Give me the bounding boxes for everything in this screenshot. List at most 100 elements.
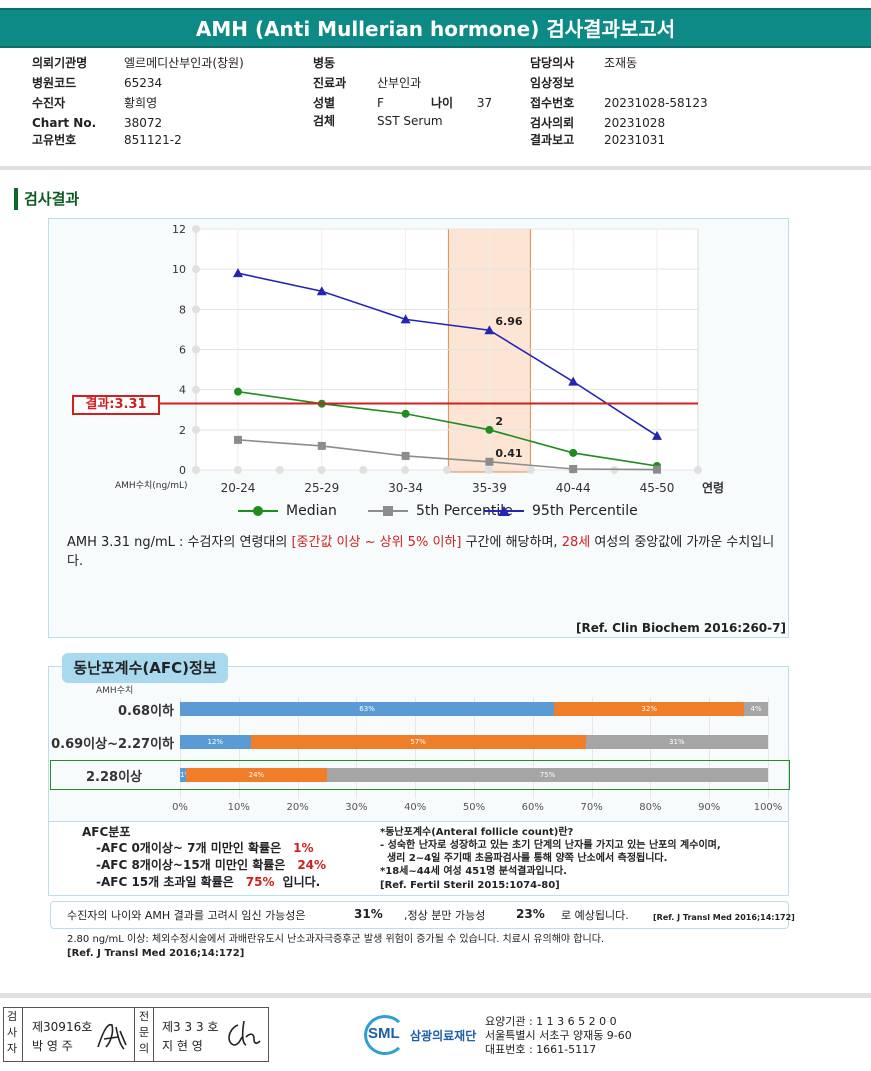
legend-item: 95th Percentile [484, 502, 638, 520]
age-label: 나이 [431, 96, 454, 110]
info-key: Chart No. [32, 116, 97, 130]
inspector-label-cell: 검사자 [3, 1007, 23, 1062]
afc-row-label: 0.68이하 [118, 704, 174, 719]
info-value: F [377, 96, 384, 110]
median-point [485, 425, 494, 434]
result-line-label: 결과:3.31 [72, 395, 160, 415]
info-key: 병동 [313, 56, 336, 70]
info-key: 수진자 [32, 96, 66, 110]
info-key: 검사의뢰 [530, 116, 575, 130]
afc-note-title: *동난포계수(Anteral follicle count)란? [380, 827, 574, 838]
desc-mid: 구간에 해당하며, [461, 535, 562, 550]
afc-tick-label: 100% [753, 802, 783, 813]
info-row: 검체 SST Serum [313, 114, 443, 129]
afc-dist-value: 1% [293, 841, 314, 855]
y-grid-dot [192, 345, 200, 354]
pregnancy-reference: [Ref. J Transl Med 2016;14:172] [653, 913, 795, 922]
x-grid-dot [317, 466, 326, 474]
data-label: 6.96 [495, 315, 522, 328]
p5-point [401, 451, 410, 460]
p5-point [485, 457, 494, 466]
x-grid-dot [359, 466, 368, 474]
info-value: 조재동 [604, 56, 638, 70]
pregnancy-panel [50, 901, 789, 929]
info-row: 의뢰기관명 엘르메디산부인과(창원) [32, 56, 244, 71]
afc-dist-panel [48, 822, 789, 896]
afc-dist-end: 입니다. [282, 875, 321, 889]
y-tick-label: 0 [179, 464, 186, 477]
specialist-name: 지 현 영 [162, 1039, 203, 1053]
afc-bar-segment: 75% [326, 768, 768, 782]
p5-point [653, 465, 661, 474]
x-grid-dot [484, 466, 493, 474]
x-grid-dot [233, 466, 242, 474]
org-address: 서울특별시 서초구 양재동 9-60 [485, 1029, 632, 1042]
x-tick-label: 40-44 [556, 481, 591, 495]
afc-tick-label: 50% [462, 802, 486, 813]
afc-tick-label: 40% [404, 802, 427, 813]
inspector-signature [97, 1023, 127, 1050]
info-row: 검사의뢰 20231028 [530, 116, 665, 131]
age-value: 37 [476, 96, 493, 110]
x-grid-dot [192, 466, 200, 474]
afc-tick-label: 70% [580, 802, 603, 813]
info-value: 20231028 [604, 116, 666, 130]
y-grid-dot [192, 265, 200, 274]
info-row: Chart No. 38072 [32, 116, 162, 131]
afc-tick-label: 80% [639, 802, 662, 813]
specialist-label: 전문의 [139, 1010, 150, 1055]
afc-note-line: *18세~44세 여성 451명 분석결과입니다. [380, 866, 567, 877]
info-row: 수진자 황희영 [32, 96, 157, 111]
info-row: 진료과 산부인과 [313, 76, 421, 91]
p5-point [317, 441, 326, 450]
series-line-5th-percentile [237, 439, 658, 471]
x-axis-label: 연령 [702, 480, 724, 495]
y-grid-dot [192, 385, 200, 394]
info-value: 황희영 [124, 96, 158, 110]
info-key: 담당의사 [530, 56, 575, 70]
median-point [401, 409, 410, 418]
logo-text: SML [368, 1025, 400, 1042]
inspector-number: 제30916호 [32, 1020, 93, 1034]
info-row: 병원코드 65234 [32, 76, 162, 91]
y-grid-dot [192, 305, 200, 314]
info-key: 성별 [313, 96, 336, 110]
afc-dist-text: -AFC 0개이상~ 7개 미만인 확률은 [96, 841, 282, 855]
afc-tick-label: 20% [286, 802, 309, 813]
afc-tick-label: 60% [521, 802, 544, 813]
logo-arc-icon [364, 1015, 406, 1055]
afc-bar-segment: 63% [180, 702, 555, 716]
info-row: 성별 F [313, 96, 384, 111]
report-title-bar: AMH (Anti Mullerian hormone) 검사결과보고서 [0, 8, 871, 48]
p95-point [568, 376, 579, 386]
afc-grid-line [768, 697, 769, 799]
legend-label: 5th Percentile [416, 503, 513, 519]
info-row: 담당의사 조재동 [530, 56, 637, 71]
amh-line-chart: 0 2 4 6 8 10 12 20-24 25-29 30-34 35-39 40-44 45-50 연… [115, 223, 724, 495]
x-tick-label: 45-50 [640, 481, 675, 495]
afc-axis-caption: AMH수치 [96, 686, 134, 696]
org-phone: 대표번호 : 1661-5117 [485, 1043, 597, 1056]
footer-divider [0, 993, 871, 998]
p95-point [400, 314, 411, 324]
specialist-signature [228, 1020, 261, 1046]
afc-bar-segment: 32% [554, 702, 745, 716]
info-value: 20231031 [604, 133, 666, 147]
afc-dist-title: AFC분포 [82, 825, 131, 839]
afc-row-label: 2.28이상 [86, 770, 142, 785]
desc-prefix: AMH 3.31 ng/mL : 수검자의 연령대의 [67, 535, 292, 550]
info-value: 엘르메디산부인과(창원) [124, 56, 244, 70]
org-code: 요양기관 : 1 1 3 6 5 2 0 0 [485, 1015, 617, 1028]
series-line-median [237, 390, 658, 467]
info-row: 고유번호 851121-2 [32, 133, 182, 148]
afc-bar-segment: 31% [585, 735, 768, 749]
afc-bar: 12% 57% 31% [180, 735, 768, 749]
inspector-label: 검사자 [7, 1010, 18, 1055]
afc-bar: 63% 32% 4% [180, 702, 768, 716]
median-point [234, 387, 242, 396]
afc-highlight-row [50, 760, 790, 790]
x-grid-dot [526, 466, 535, 474]
legend-square-icon [368, 504, 408, 518]
x-tick-label: 20-24 [221, 481, 256, 495]
afc-bar-segment: 12% [180, 735, 251, 749]
